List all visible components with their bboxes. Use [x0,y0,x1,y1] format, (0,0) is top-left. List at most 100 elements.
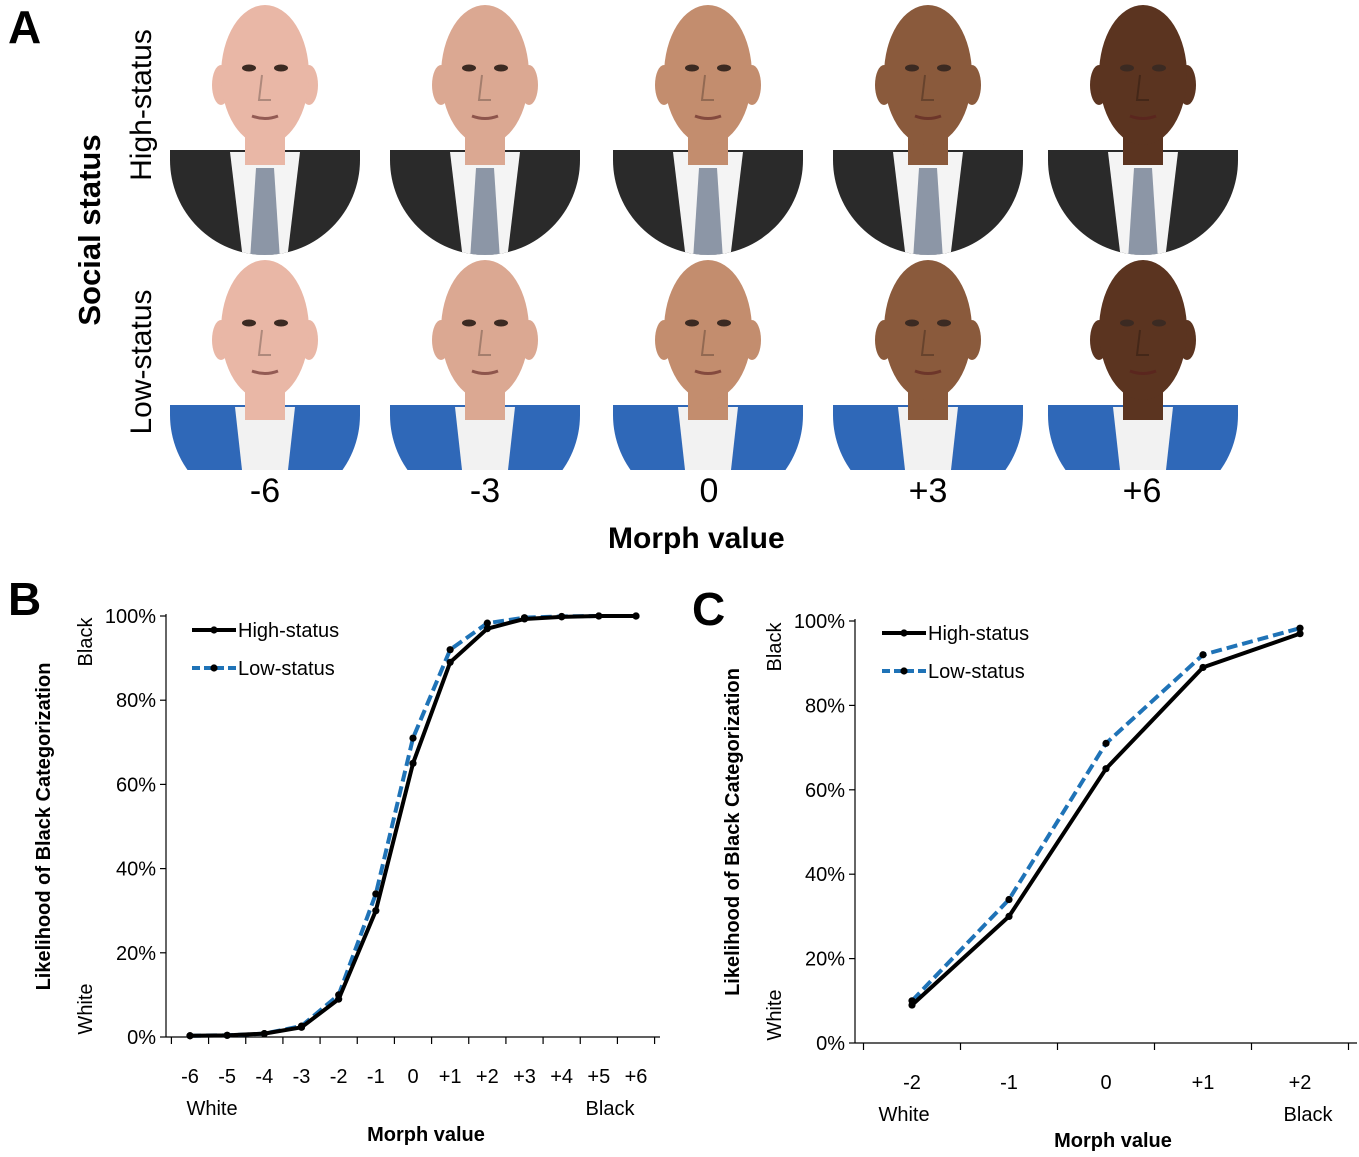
y-end-label-black: Black [75,617,97,667]
nose [1135,74,1149,101]
face-portrait-low-status [613,260,803,470]
y-tick-label: 40% [805,864,845,886]
tie [250,168,280,255]
x-tick-label: -2 [903,1072,921,1094]
y-tick-label: 80% [805,695,845,717]
eye [1120,64,1134,72]
x-end-label-black: Black [586,1098,636,1120]
eye [1152,319,1166,327]
morph-value-label: -6 [249,472,281,510]
mouth [471,114,499,120]
data-point-high-status [908,1001,916,1009]
x-axis-title: Morph value [367,1124,485,1146]
data-point-high-status [372,907,380,915]
legend-marker [210,664,218,672]
eye [905,64,919,72]
legend-label-high-status: High-status [238,620,339,642]
eye [717,64,731,72]
x-tick-label: +5 [587,1066,610,1088]
nose [477,74,491,101]
x-tick-label: -1 [1000,1072,1018,1094]
eye [274,319,288,327]
t-shirt [455,407,515,470]
x-tick-label: -1 [367,1066,385,1088]
face-portrait-high-status [613,5,803,255]
eye [494,319,508,327]
face [664,5,752,145]
data-point-low-status [446,646,454,654]
y-end-label-black: Black [764,622,786,672]
nose [257,74,271,101]
mouth [1129,369,1157,375]
data-point-high-status [1102,765,1110,773]
x-tick-label: +1 [439,1066,462,1088]
x-tick-label: +1 [1192,1072,1215,1094]
data-point-low-status [409,734,417,742]
face-portrait-high-status [833,5,1023,255]
data-point-high-status [409,759,417,767]
y-tick-label: 0% [816,1033,845,1055]
legend-label-high-status: High-status [928,623,1029,645]
morph-value-label: +6 [1122,472,1162,510]
face-portrait-low-status [390,260,580,470]
data-point-low-status [1005,895,1013,904]
t-shirt [678,407,738,470]
face [664,260,752,400]
x-tick-label: -4 [255,1066,273,1088]
face [1099,5,1187,145]
chart-c: 0% 20% 40% 60% 80% 100% -2 -1 0 +1 +2 White Black Mor… [722,611,1357,1152]
nose [920,74,934,101]
x-tick-label: -2 [330,1066,348,1088]
face-grid [170,5,1238,470]
eye [462,64,476,72]
x-tick-label: +6 [625,1066,648,1088]
face-portrait-high-status [1048,5,1238,255]
x-tick-label: 0 [1100,1072,1111,1094]
nose [920,329,934,356]
data-point-high-status [446,658,454,666]
mouth [694,114,722,120]
x-tick-label: -5 [218,1066,236,1088]
data-point-high-status [632,612,640,620]
mouth [914,369,942,375]
face [441,5,529,145]
mouth [914,114,942,120]
face [221,260,309,400]
morph-value-label: -3 [469,472,501,510]
data-point-low-status [1296,624,1304,632]
t-shirt [1113,407,1173,470]
mouth [251,114,279,120]
tie [913,168,943,255]
y-axis-title: Likelihood of Black Categorization [33,663,55,991]
morph-value-label: 0 [699,472,719,510]
series-line-high-status [910,631,1301,1007]
eye [274,64,288,72]
nose [477,329,491,356]
panel-a-morph-title: Morph value [608,522,785,555]
eye [1120,319,1134,327]
data-point-high-status [1005,912,1013,920]
x-tick-label: +2 [476,1066,499,1088]
y-tick-label: 20% [805,949,845,971]
eye [685,64,699,72]
eye [717,319,731,327]
panel-b-letter: B [8,573,42,625]
morph-value-label: +3 [908,472,948,510]
eye [242,319,256,327]
legend-label-low-status: Low-status [928,661,1025,683]
face [884,5,972,145]
legend-marker [900,667,908,675]
x-end-label-black: Black [1284,1104,1334,1126]
data-point-high-status [1199,663,1207,672]
data-point-high-status [595,612,603,620]
data-point-high-status [558,613,566,621]
legend-marker [210,626,218,634]
y-tick-label: 100% [794,611,845,633]
data-point-high-status [260,1030,268,1038]
data-point-high-status [335,995,343,1003]
y-end-label-white: White [764,989,786,1040]
y-tick-label: 60% [805,780,845,802]
t-shirt [235,407,295,470]
eye [242,64,256,72]
panel-a-letter: A [8,1,42,53]
